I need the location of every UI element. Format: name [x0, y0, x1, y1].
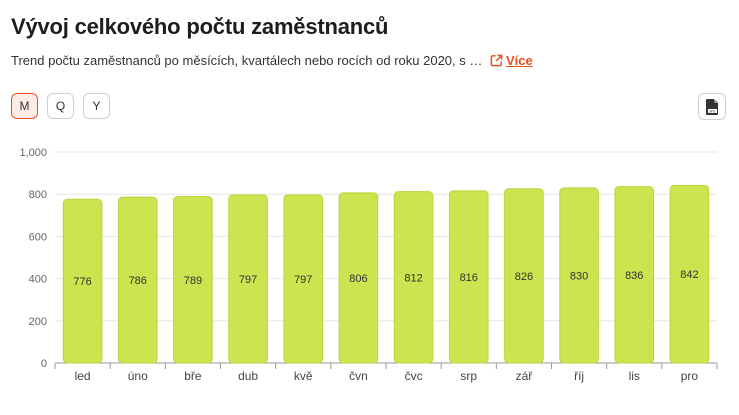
bar[interactable] [504, 188, 544, 364]
x-tick-label: led [75, 369, 91, 383]
export-jpg-button[interactable]: JPG [698, 93, 726, 120]
x-tick-label: srp [460, 369, 477, 383]
bar-value-label: 786 [129, 275, 147, 287]
chart-title: Vývoj celkového počtu zaměstnanců [11, 14, 389, 39]
bar[interactable] [559, 187, 599, 364]
y-tick-label: 600 [29, 231, 47, 243]
bar[interactable] [614, 186, 655, 364]
bar[interactable] [393, 191, 434, 364]
jpg-file-icon: JPG [706, 99, 718, 115]
x-tick-label: dub [238, 369, 258, 383]
x-tick-label: bře [184, 369, 202, 383]
bar-value-label: 797 [239, 274, 257, 286]
period-button-year[interactable]: Y [83, 93, 110, 119]
bar-value-label: 789 [184, 275, 202, 287]
more-link[interactable]: Více [490, 53, 533, 68]
bar-value-label: 797 [294, 274, 312, 286]
bar[interactable] [338, 192, 379, 364]
period-button-quarter[interactable]: Q [47, 93, 74, 119]
bar-value-label: 812 [404, 272, 422, 284]
x-tick-label: pro [681, 369, 699, 383]
bar-value-label: 806 [349, 273, 367, 285]
y-tick-label: 200 [29, 316, 47, 328]
chart-subtitle: Trend počtu zaměstnanců po měsících, kva… [11, 53, 533, 68]
x-tick-label: úno [128, 369, 148, 383]
x-tick-label: kvě [294, 369, 313, 383]
bar[interactable] [117, 196, 158, 364]
bar[interactable] [173, 196, 213, 364]
period-button-month[interactable]: M [11, 93, 38, 119]
y-tick-label: 0 [41, 358, 47, 370]
y-tick-label: 800 [29, 189, 47, 201]
bar-value-label: 842 [680, 269, 698, 281]
bar[interactable] [62, 198, 103, 364]
bar-value-label: 816 [460, 272, 478, 284]
y-tick-label: 400 [29, 274, 47, 286]
bar[interactable] [283, 194, 324, 364]
y-tick-label: 1,000 [19, 147, 47, 159]
bar[interactable] [228, 194, 268, 364]
bar-value-label: 776 [73, 276, 91, 288]
x-tick-label: lis [629, 369, 640, 383]
bar[interactable] [669, 184, 710, 364]
more-link-label: Více [506, 53, 533, 68]
x-tick-label: čvc [405, 369, 423, 383]
bar[interactable] [448, 190, 489, 364]
x-tick-label: říj [574, 369, 584, 383]
x-tick-label: zář [516, 369, 534, 383]
bar-value-label: 830 [570, 270, 588, 282]
subtitle-text: Trend počtu zaměstnanců po měsících, kva… [11, 53, 483, 68]
bar-value-label: 836 [625, 270, 643, 282]
x-tick-label: čvn [349, 369, 368, 383]
svg-text:JPG: JPG [708, 109, 715, 113]
bar-value-label: 826 [515, 271, 533, 283]
external-link-icon [490, 54, 503, 67]
